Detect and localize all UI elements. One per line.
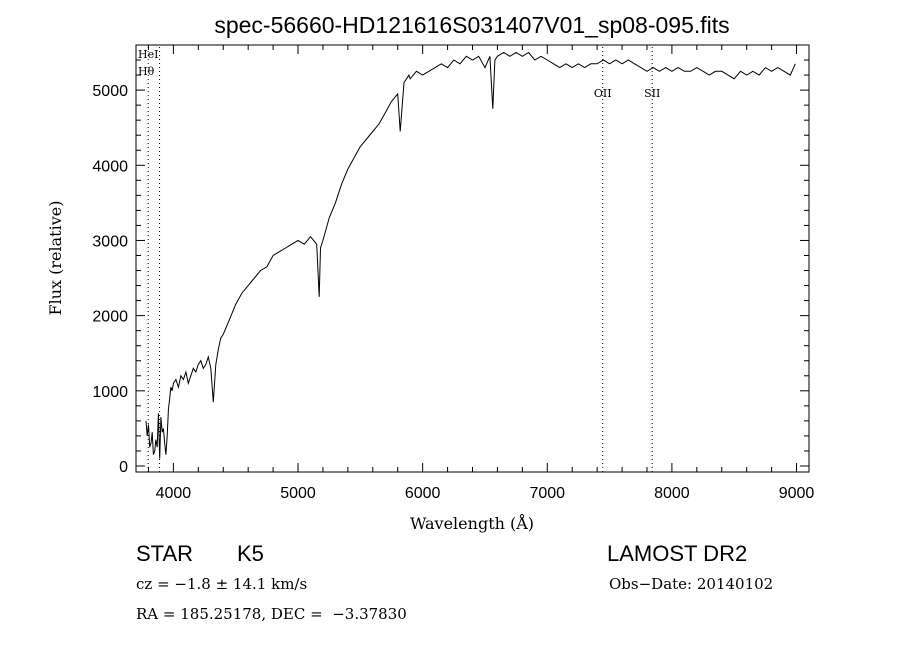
y-tick-label: 5000 — [92, 83, 128, 100]
sky-coordinates: RA = 185.25178, DEC = −3.37830 — [136, 605, 407, 623]
observation-date: Obs−Date: 20140102 — [609, 575, 774, 593]
emission-line-markers: HeI Hθ OII SII — [138, 47, 660, 472]
spectrum-chart: spec-56660-HD121616S031407V01_sp08-095.f… — [46, 12, 815, 533]
line-marker-label: SII — [644, 87, 660, 100]
x-axis-ticks: 4000 5000 6000 7000 8000 9000 — [147, 45, 815, 502]
object-type: STAR — [136, 541, 194, 566]
line-marker-label: HeI — [138, 48, 158, 61]
chart-title: spec-56660-HD121616S031407V01_sp08-095.f… — [214, 12, 729, 38]
redshift-velocity: cz = −1.8 ± 14.1 km/s — [136, 575, 308, 593]
y-tick-label: 2000 — [92, 309, 128, 326]
spectrum-line — [145, 51, 796, 459]
x-tick-label: 6000 — [405, 485, 441, 502]
y-tick-label: 3000 — [92, 233, 128, 250]
x-tick-label: 8000 — [654, 485, 690, 502]
object-subclass: K5 — [237, 541, 264, 566]
x-axis-label: Wavelength (Å) — [410, 513, 534, 533]
line-marker-label: Hθ — [138, 65, 155, 78]
y-tick-label: 4000 — [92, 158, 128, 175]
y-tick-label: 1000 — [92, 384, 128, 401]
x-tick-label: 5000 — [280, 485, 316, 502]
line-marker-label: OII — [594, 87, 612, 100]
y-axis-ticks: 0 1000 2000 3000 4000 5000 — [92, 59, 809, 476]
y-axis-label: Flux (relative) — [46, 201, 65, 316]
y-tick-label: 0 — [119, 459, 128, 476]
x-tick-label: 9000 — [779, 485, 815, 502]
plot-frame — [135, 44, 810, 473]
survey-name: LAMOST DR2 — [607, 541, 748, 566]
x-tick-label: 4000 — [156, 485, 192, 502]
x-tick-label: 7000 — [529, 485, 565, 502]
